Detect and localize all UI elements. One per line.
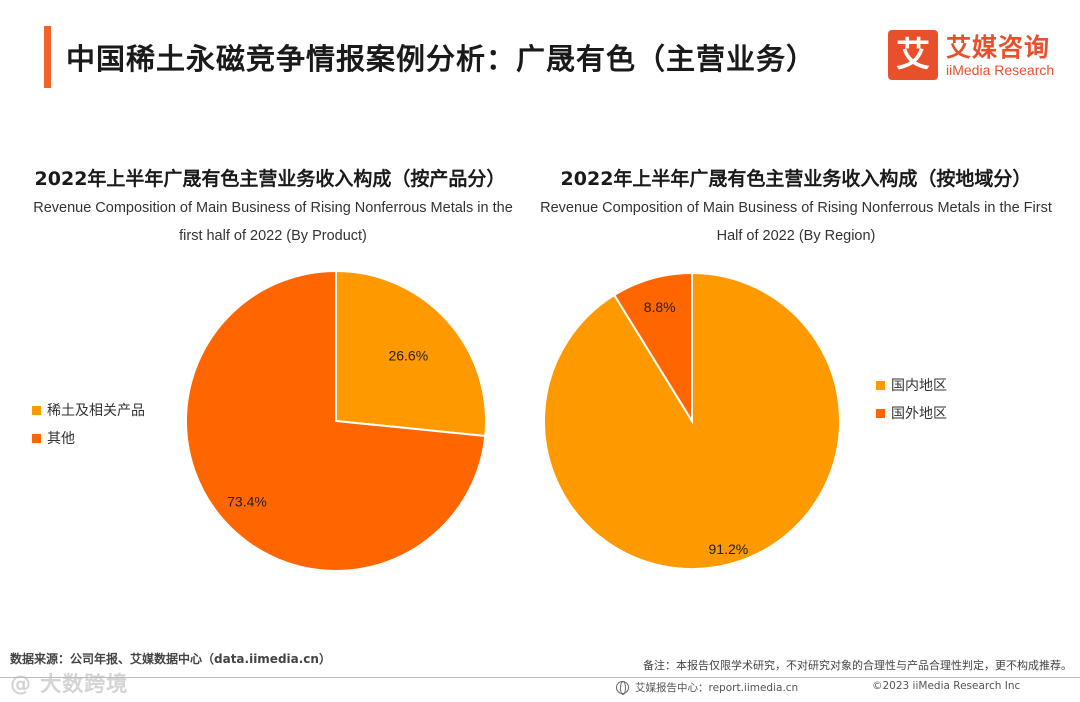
legend-swatch <box>876 380 885 390</box>
legend-item: 国外地区 <box>876 399 947 427</box>
left-chart-subtitle: Revenue Composition of Main Business of … <box>33 200 513 244</box>
footer-divider <box>0 677 1080 678</box>
report-center-link[interactable]: 艾媒报告中心：report.iimedia.cn <box>616 680 798 695</box>
region-pie-chart: 91.2% 8.8% <box>543 271 841 570</box>
legend-label: 其他 <box>47 431 75 447</box>
left-chart-title: 2022年上半年广晟有色主营业务收入构成（按产品分） <box>34 168 506 190</box>
legend-item: 其他 <box>32 424 145 452</box>
pie-data-label: 73.4% <box>227 493 267 509</box>
region-legend: 国内地区 国外地区 <box>876 371 947 427</box>
legend-item: 国内地区 <box>876 371 947 399</box>
pie-slice-国外地区 <box>612 271 693 425</box>
globe-icon <box>616 681 629 695</box>
right-chart-title: 2022年上半年广晟有色主营业务收入构成（按地域分） <box>560 168 1032 190</box>
legend-item: 稀土及相关产品 <box>32 396 145 424</box>
legend-swatch <box>876 408 885 418</box>
watermark: @ 大数跨境 <box>10 672 129 696</box>
legend-label: 国内地区 <box>891 378 947 394</box>
pie-data-label: 8.8% <box>644 299 676 315</box>
copyright: ©2023 iiMedia Research Inc <box>872 680 1021 692</box>
logo-text-en: iiMedia Research <box>946 62 1055 78</box>
legend-label: 国外地区 <box>891 406 947 422</box>
pie-slice-其他 <box>185 269 487 572</box>
pie-data-label: 91.2% <box>709 541 749 557</box>
product-legend: 稀土及相关产品 其他 <box>32 396 145 452</box>
brand-logo: 艾 艾媒咨询 iiMedia Research <box>888 30 1060 82</box>
product-pie-chart: 26.6% 73.4% <box>185 269 487 572</box>
logo-text-cn: 艾媒咨询 <box>946 33 1051 62</box>
logo-mark-icon: 艾 <box>888 30 938 80</box>
pie-slice-稀土及相关产品 <box>335 269 487 438</box>
right-chart-subtitle: Revenue Composition of Main Business of … <box>540 200 1052 244</box>
disclaimer-note: 备注：本报告仅限学术研究，不对研究对象的合理性与产品合理性判定，更不构成推荐。 <box>643 659 1072 672</box>
data-source: 数据来源：公司年报、艾媒数据中心（data.iimedia.cn） <box>10 652 331 666</box>
legend-label: 稀土及相关产品 <box>47 403 145 419</box>
pie-data-label: 26.6% <box>388 348 428 364</box>
page-title: 中国稀土永磁竞争情报案例分析：广晟有色（主营业务） <box>66 42 817 76</box>
legend-swatch <box>32 405 41 415</box>
report-center-text: 艾媒报告中心：report.iimedia.cn <box>635 682 799 694</box>
legend-swatch <box>32 433 41 443</box>
title-accent-bar <box>44 26 51 88</box>
